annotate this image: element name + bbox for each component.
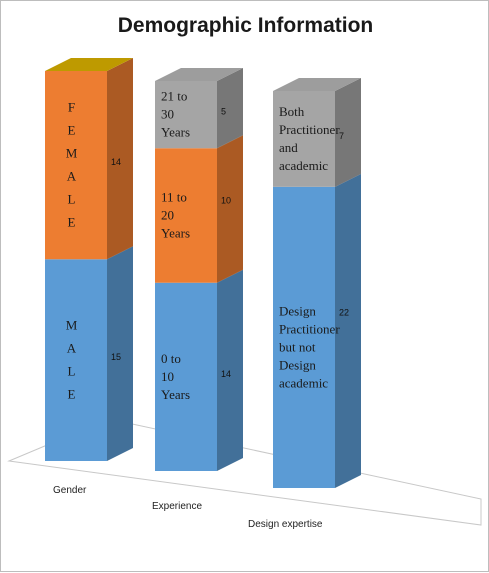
bar-top-design-expertise xyxy=(273,78,361,91)
bar-side-gender-seg-1 xyxy=(107,58,133,260)
bar-design-expertise-seg-1 xyxy=(273,91,335,187)
segment-label-experience-seg-0: 0 to 10 Years xyxy=(161,351,190,402)
bar-experience-seg-1 xyxy=(155,148,217,283)
data-label-design-expertise-seg-0: 22 xyxy=(339,307,349,317)
bar-gender-seg-1 xyxy=(45,71,107,260)
bar-side-experience-seg-1 xyxy=(217,135,243,283)
bar-top-gender xyxy=(45,58,133,71)
bar-side-experience-seg-0 xyxy=(217,269,243,471)
segment-label-design-expertise-seg-1: Both Practitioner and academic xyxy=(279,104,340,173)
category-label-design-expertise: Design expertise xyxy=(248,519,323,530)
segment-label-experience-seg-2: 21 to 30 Years xyxy=(161,89,190,140)
bar-side-gender-seg-0 xyxy=(107,246,133,461)
segment-label-design-expertise-seg-0: Design Practitioner but not Design academic xyxy=(279,303,340,390)
bar-experience-seg-0 xyxy=(155,282,217,471)
bar-design-expertise-seg-0 xyxy=(273,186,335,489)
bar-side-design-expertise-seg-0 xyxy=(335,173,361,489)
bar-top-experience xyxy=(155,68,243,81)
data-label-gender-seg-1: 14 xyxy=(111,157,121,167)
bar-side-experience-seg-2 xyxy=(217,68,243,149)
chart-title: Demographic Information xyxy=(117,14,374,37)
data-label-gender-seg-0: 15 xyxy=(111,352,121,362)
data-label-experience-seg-0: 14 xyxy=(221,369,231,379)
category-label-experience: Experience xyxy=(152,501,202,512)
data-label-experience-seg-2: 5 xyxy=(221,107,226,117)
bar-experience-seg-2 xyxy=(155,81,217,149)
category-label-gender: Gender xyxy=(53,485,87,496)
data-label-design-expertise-seg-1: 7 xyxy=(339,131,344,141)
segment-label-experience-seg-1: 11 to 20 Years xyxy=(161,189,190,240)
data-label-experience-seg-1: 10 xyxy=(221,195,231,205)
bar-gender-seg-0 xyxy=(45,259,107,461)
bar-side-design-expertise-seg-1 xyxy=(335,78,361,187)
